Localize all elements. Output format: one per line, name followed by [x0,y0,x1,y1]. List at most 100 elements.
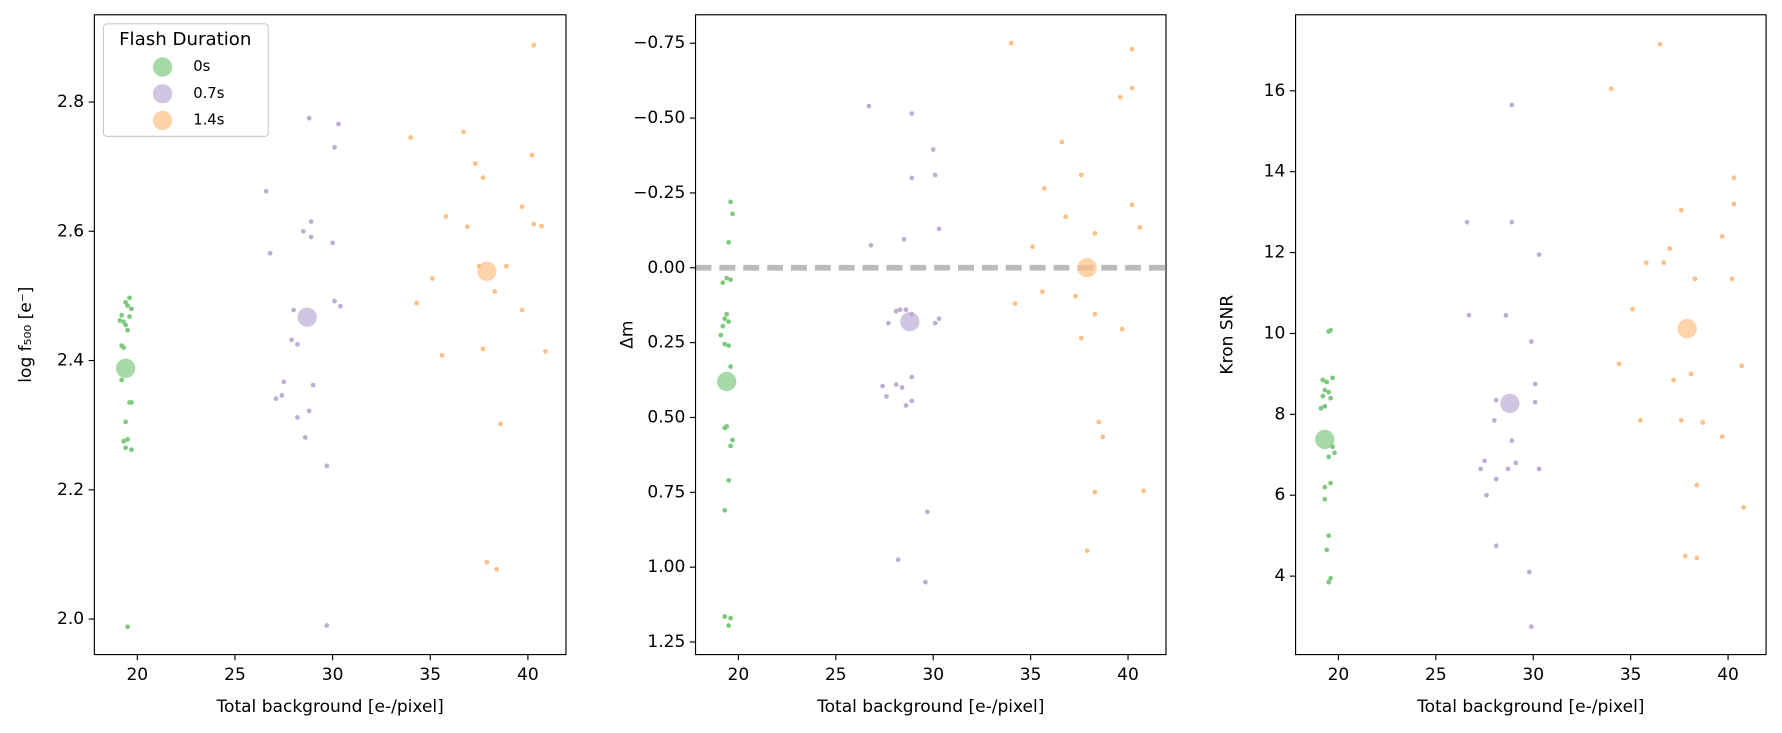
data-point [125,303,130,308]
data-point [464,224,470,230]
y-tick-label: 14 [1264,162,1286,182]
data-point [332,298,337,304]
data-point [897,307,903,313]
data-point [119,377,125,383]
data-point [1482,458,1487,464]
data-point [543,349,548,354]
data-point [932,172,938,178]
legend-marker [152,84,173,104]
data-point [119,343,125,349]
data-point [1092,230,1098,236]
data-point [724,311,730,317]
y-tick-label: 10 [1264,323,1286,343]
data-point [121,438,127,444]
data-point [722,614,728,619]
data-point [1739,363,1745,369]
data-point [903,403,909,408]
data-point [726,623,732,628]
data-point [408,135,414,140]
data-point [1324,379,1330,385]
y-tick-label: 2.4 [57,351,84,371]
data-point [1678,418,1684,423]
data-point [1493,397,1499,403]
data-point [1608,86,1614,92]
data-point [330,240,335,246]
data-point [129,306,134,312]
y-tick-label: 2.6 [57,221,84,241]
data-point [1078,172,1084,178]
data-point [1528,624,1534,630]
data-point [1119,326,1125,332]
data-point [868,242,874,248]
legend-title: Flash Duration [119,29,251,50]
x-tick-label: 40 [1117,665,1139,685]
legend-box [102,23,269,137]
data-point [461,129,466,135]
data-point [728,615,733,621]
data-point [1616,361,1622,367]
mean-point [717,371,737,392]
data-point [1694,482,1700,488]
data-point [1328,480,1334,486]
data-point [728,364,733,369]
data-point [884,394,889,399]
data-point [722,507,728,513]
data-point [1493,476,1499,482]
data-point [119,312,125,318]
data-point [1096,419,1102,425]
y-tick-label: 2.0 [57,609,84,629]
data-point [1729,276,1735,282]
data-point [718,332,724,338]
data-point [1509,102,1515,108]
data-point [1536,252,1542,257]
data-point [480,346,486,352]
data-point [291,307,296,313]
data-point [895,557,901,563]
data-point [529,152,535,158]
data-point [439,352,445,358]
x-tick-label: 20 [728,665,750,685]
data-point [484,559,490,565]
data-point [531,221,537,227]
data-point [1326,454,1332,460]
data-point [1320,377,1326,383]
data-point [1092,311,1098,317]
data-point [338,303,343,309]
data-point [267,250,273,256]
x-tick-label: 30 [1522,665,1544,685]
data-point [720,280,726,286]
data-point [306,115,312,121]
data-point [1141,488,1146,494]
data-point [726,477,732,483]
data-point [1330,375,1335,381]
y-tick-label: 6 [1274,485,1285,505]
data-point [414,300,419,306]
data-point [1129,85,1135,91]
data-point [1532,399,1538,405]
data-point [332,144,337,150]
data-point [1528,339,1534,344]
data-point [1661,260,1667,266]
data-point [1731,175,1737,181]
data-point [728,199,733,205]
data-point [1532,381,1538,387]
mean-point [1677,318,1697,339]
y-tick-label: −0.50 [633,108,685,128]
x-tick-label: 35 [1020,665,1042,685]
data-point [1078,335,1084,341]
data-point [1536,466,1542,472]
mean-point [1500,393,1520,414]
x-tick-label: 25 [224,665,246,685]
data-point [519,307,525,313]
mean-point [115,358,136,378]
axes-frame [1295,14,1767,656]
data-point [1678,207,1684,213]
data-point [722,341,728,347]
data-point [1491,418,1497,423]
data-point [539,223,544,229]
data-point [1041,186,1047,191]
data-point [281,379,287,385]
data-point [1328,575,1334,581]
data-point [924,509,930,515]
